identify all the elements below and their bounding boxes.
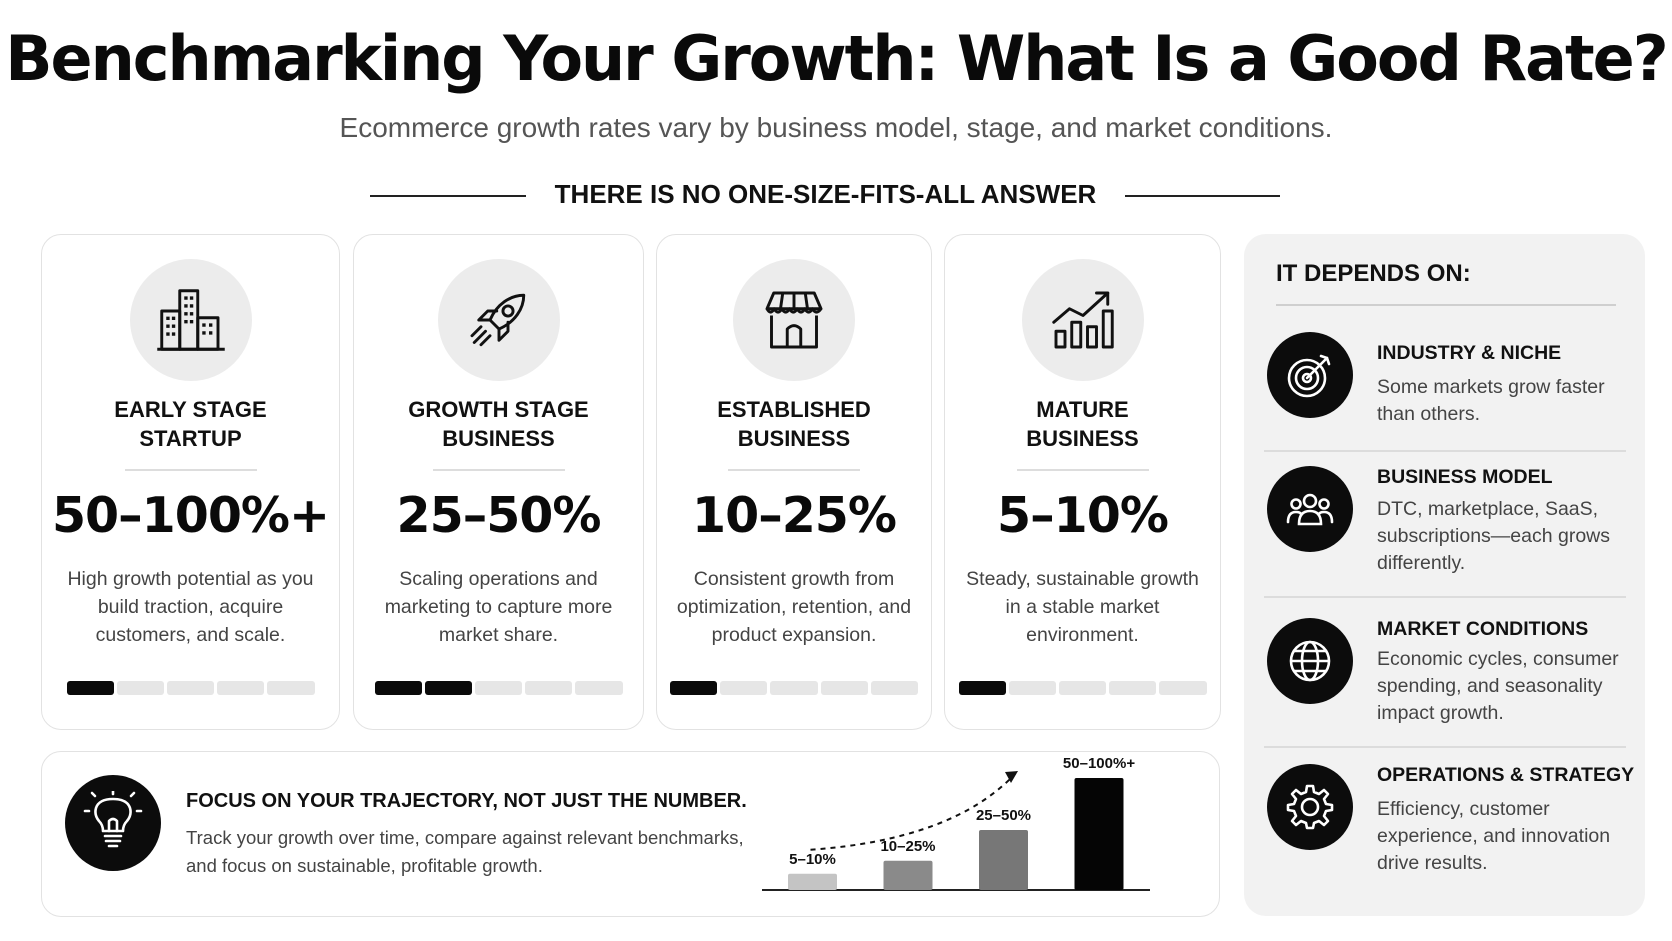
bar-segment-empty: [217, 681, 265, 695]
stage-card-mature: MATURE BUSINESS 5–10% Steady, sustainabl…: [944, 234, 1221, 730]
stage-title: ESTABLISHED BUSINESS: [717, 397, 871, 451]
factor-title: INDUSTRY & NICHE: [1377, 342, 1562, 364]
factor-description: Efficiency, customer experience, and inn…: [1377, 798, 1611, 874]
chart-bar-label: 50–100%+: [1063, 755, 1135, 772]
growth-rate: 5–10%: [997, 487, 1169, 544]
stage-description: Consistent growth from optimization, ret…: [676, 568, 912, 646]
bar-segment-empty: [1058, 681, 1107, 695]
banner-divider-right: [1125, 195, 1280, 197]
card-divider: [728, 469, 860, 471]
stage-description: Steady, sustainable growth in a stable m…: [966, 568, 1199, 646]
chart-bar-label: 5–10%: [789, 851, 836, 868]
people-icon: [1267, 466, 1353, 552]
chart-bar-label: 10–25%: [880, 838, 935, 855]
growth-rate: 10–25%: [692, 487, 897, 544]
target-icon: [1267, 332, 1353, 418]
bar-segment-empty: [870, 681, 919, 695]
bar-segment-empty: [116, 681, 164, 695]
bar-segment-filled: [374, 681, 422, 695]
bar-segment-empty: [575, 681, 623, 695]
chart-bar: [788, 873, 837, 890]
trend-arrowhead: [1005, 771, 1018, 783]
buildings-icon: [129, 259, 252, 381]
bar-segment-empty: [1109, 681, 1157, 695]
globe-icon: [1267, 618, 1353, 704]
bar-segment-empty: [474, 681, 523, 695]
bar-segment-empty: [166, 681, 215, 695]
factor-title: MARKET CONDITIONS: [1377, 618, 1589, 640]
factor-divider: [1264, 596, 1626, 598]
factor-divider: [1264, 450, 1626, 452]
bar-segment-filled: [424, 681, 472, 695]
stage-description: High growth potential as you build tract…: [67, 568, 314, 646]
bar-segment-empty: [267, 681, 315, 695]
growth-level-bar: [374, 681, 623, 695]
bar-segment-filled: [66, 681, 114, 695]
factor-description: Some markets grow faster than others.: [1377, 376, 1605, 425]
stage-card-established: ESTABLISHED BUSINESS 10–25% Consistent g…: [656, 234, 932, 730]
lightbulb-icon: [65, 775, 161, 871]
bar-segment-empty: [525, 681, 573, 695]
growth-rate: 25–50%: [396, 487, 602, 544]
depends-panel: IT DEPENDS ON: INDUSTRY & NICHE Some mar…: [1244, 234, 1645, 916]
bar-segment-empty: [770, 681, 818, 695]
factor-divider: [1264, 746, 1626, 748]
stage-title: GROWTH STAGE BUSINESS: [408, 397, 589, 451]
chart-bar: [979, 829, 1028, 890]
bar-segment-empty: [1008, 681, 1056, 695]
banner-text: THERE IS NO ONE-SIZE-FITS-ALL ANSWER: [554, 179, 1097, 209]
bar-segment-empty: [820, 681, 868, 695]
chart-bar: [1074, 778, 1124, 890]
card-divider: [1016, 469, 1149, 471]
card-divider: [432, 469, 565, 471]
bar-segment-empty: [1159, 681, 1207, 695]
trajectory-text: Track your growth over time, compare aga…: [186, 827, 744, 876]
rocket-icon: [437, 259, 560, 381]
stage-description: Scaling operations and marketing to capt…: [384, 568, 613, 646]
factor-title: BUSINESS MODEL: [1377, 466, 1553, 488]
storefront-icon: [733, 259, 855, 381]
gear-icon: [1267, 764, 1353, 850]
chart-bar: [883, 860, 933, 890]
page-subtitle: Ecommerce growth rates vary by business …: [339, 112, 1333, 143]
growth-level-bar: [66, 681, 315, 695]
chart-bar-label: 25–50%: [976, 807, 1031, 824]
depends-heading: IT DEPENDS ON:: [1276, 260, 1471, 287]
trend-arrow: [810, 773, 1016, 851]
stage-title: MATURE BUSINESS: [1026, 397, 1139, 451]
depends-heading-divider: [1276, 304, 1616, 306]
growth-level-bar: [958, 681, 1207, 695]
bar-segment-empty: [720, 681, 768, 695]
bar-segment-filled: [670, 681, 718, 695]
growth-chart-icon: [1021, 259, 1144, 381]
stage-card-early: EARLY STAGE STARTUP 50–100%+ High growth…: [41, 234, 340, 730]
factor-title: OPERATIONS & STRATEGY: [1377, 764, 1635, 786]
trajectory-heading: FOCUS ON YOUR TRAJECTORY, NOT JUST THE N…: [186, 790, 747, 812]
factor-description: Economic cycles, consumer spending, and …: [1377, 648, 1619, 724]
page-title: Benchmarking Your Growth: What Is a Good…: [5, 22, 1668, 95]
card-divider: [124, 469, 257, 471]
bar-segment-filled: [958, 681, 1006, 695]
trajectory-card: FOCUS ON YOUR TRAJECTORY, NOT JUST THE N…: [41, 751, 1220, 917]
growth-level-bar: [670, 681, 919, 695]
stage-title: EARLY STAGE STARTUP: [114, 397, 267, 451]
section-banner: THERE IS NO ONE-SIZE-FITS-ALL ANSWER: [0, 176, 1672, 216]
growth-rate: 50–100%+: [51, 487, 330, 544]
stage-card-growth: GROWTH STAGE BUSINESS 25–50% Scaling ope…: [353, 234, 644, 730]
factor-description: DTC, marketplace, SaaS, subscriptions—ea…: [1377, 498, 1611, 574]
trajectory-bar-chart: 5–10% 10–25% 25–50% 50–100%+: [762, 755, 1150, 891]
banner-divider-left: [370, 195, 526, 197]
